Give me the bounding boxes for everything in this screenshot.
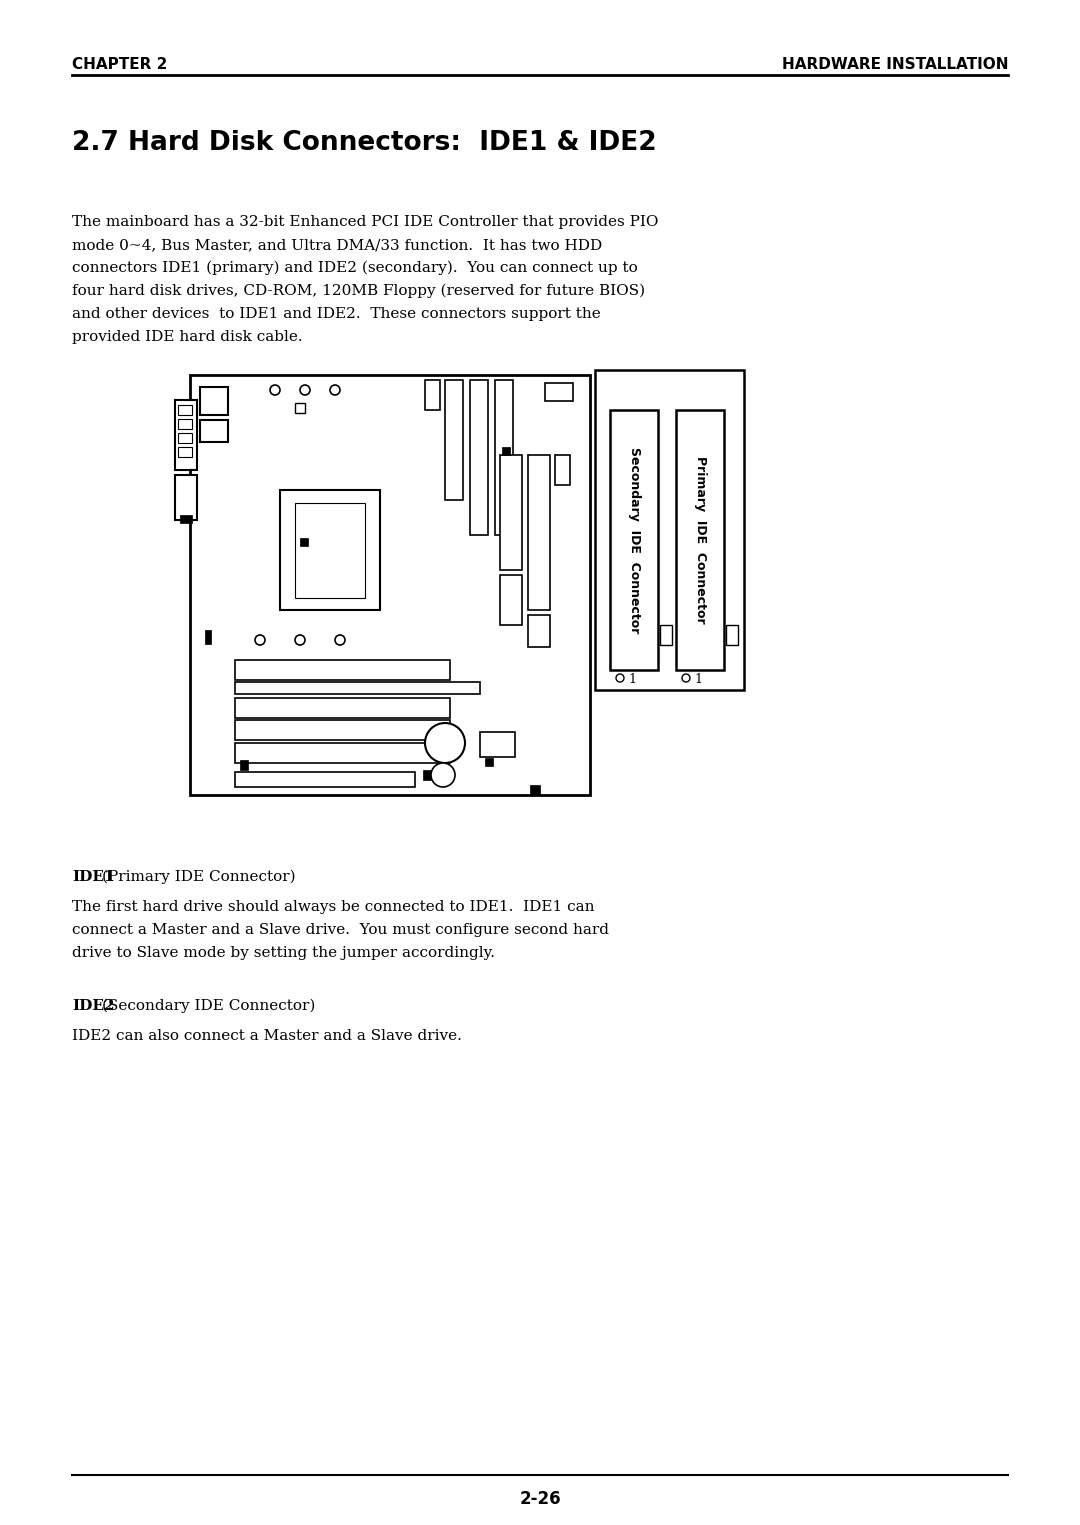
Bar bbox=[190, 375, 590, 795]
Bar bbox=[500, 454, 522, 570]
Bar bbox=[500, 575, 522, 625]
Bar bbox=[545, 383, 573, 401]
Bar bbox=[178, 406, 192, 415]
Text: HARDWARE INSTALLATION: HARDWARE INSTALLATION bbox=[782, 56, 1008, 72]
Bar bbox=[660, 625, 672, 645]
Bar bbox=[435, 770, 447, 779]
Circle shape bbox=[335, 634, 345, 645]
Bar bbox=[240, 759, 248, 770]
Circle shape bbox=[255, 634, 265, 645]
Bar bbox=[180, 515, 192, 523]
Bar bbox=[426, 380, 440, 410]
Text: drive to Slave mode by setting the jumper accordingly.: drive to Slave mode by setting the jumpe… bbox=[72, 946, 495, 961]
Text: CHAPTER 2: CHAPTER 2 bbox=[72, 56, 167, 72]
Text: 2-26: 2-26 bbox=[519, 1490, 561, 1508]
Text: (Secondary IDE Connector): (Secondary IDE Connector) bbox=[102, 999, 315, 1014]
Text: IDE1: IDE1 bbox=[72, 869, 114, 884]
Bar bbox=[178, 419, 192, 429]
Bar bbox=[423, 770, 431, 779]
Bar bbox=[480, 732, 515, 756]
Text: connect a Master and a Slave drive.  You must configure second hard: connect a Master and a Slave drive. You … bbox=[72, 923, 609, 936]
Text: The first hard drive should always be connected to IDE1.  IDE1 can: The first hard drive should always be co… bbox=[72, 900, 594, 913]
Bar bbox=[200, 419, 228, 442]
Circle shape bbox=[330, 384, 340, 395]
Bar bbox=[445, 380, 463, 500]
Text: 1: 1 bbox=[627, 673, 636, 686]
Bar bbox=[178, 447, 192, 458]
Bar bbox=[235, 772, 415, 787]
Circle shape bbox=[300, 384, 310, 395]
Bar bbox=[235, 720, 450, 740]
Bar bbox=[200, 387, 228, 415]
Bar bbox=[235, 660, 450, 680]
Bar bbox=[726, 625, 738, 645]
Bar bbox=[205, 630, 211, 644]
Bar bbox=[175, 400, 197, 470]
Text: mode 0~4, Bus Master, and Ultra DMA/33 function.  It has two HDD: mode 0~4, Bus Master, and Ultra DMA/33 f… bbox=[72, 238, 603, 252]
Bar bbox=[528, 454, 550, 610]
Bar bbox=[235, 743, 450, 762]
Bar bbox=[676, 410, 724, 669]
Circle shape bbox=[426, 723, 465, 762]
Bar bbox=[595, 371, 744, 689]
Text: 1: 1 bbox=[694, 673, 702, 686]
Text: and other devices  to IDE1 and IDE2.  These connectors support the: and other devices to IDE1 and IDE2. Thes… bbox=[72, 307, 600, 320]
Text: provided IDE hard disk cable.: provided IDE hard disk cable. bbox=[72, 329, 302, 345]
Bar bbox=[300, 538, 308, 546]
Text: 2.7 Hard Disk Connectors:  IDE1 & IDE2: 2.7 Hard Disk Connectors: IDE1 & IDE2 bbox=[72, 130, 657, 156]
Text: Secondary  IDE  Connector: Secondary IDE Connector bbox=[627, 447, 640, 633]
Circle shape bbox=[616, 674, 624, 682]
Text: four hard disk drives, CD-ROM, 120MB Floppy (reserved for future BIOS): four hard disk drives, CD-ROM, 120MB Flo… bbox=[72, 284, 645, 299]
Bar bbox=[555, 454, 570, 485]
Bar bbox=[502, 447, 510, 454]
Text: The mainboard has a 32-bit Enhanced PCI IDE Controller that provides PIO: The mainboard has a 32-bit Enhanced PCI … bbox=[72, 215, 659, 229]
Bar bbox=[470, 380, 488, 535]
Text: connectors IDE1 (primary) and IDE2 (secondary).  You can connect up to: connectors IDE1 (primary) and IDE2 (seco… bbox=[72, 261, 638, 276]
Bar bbox=[295, 503, 365, 598]
Circle shape bbox=[270, 384, 280, 395]
Text: (Primary IDE Connector): (Primary IDE Connector) bbox=[102, 869, 296, 884]
Bar bbox=[495, 380, 513, 535]
Bar bbox=[235, 698, 450, 718]
Bar bbox=[175, 474, 197, 520]
Text: IDE2: IDE2 bbox=[72, 999, 114, 1013]
Bar bbox=[528, 615, 550, 647]
Bar bbox=[235, 682, 480, 694]
Bar bbox=[610, 410, 658, 669]
Circle shape bbox=[295, 634, 305, 645]
Bar bbox=[530, 785, 540, 795]
Circle shape bbox=[681, 674, 690, 682]
Bar bbox=[178, 433, 192, 442]
Text: IDE2 can also connect a Master and a Slave drive.: IDE2 can also connect a Master and a Sla… bbox=[72, 1029, 462, 1043]
Bar bbox=[295, 403, 305, 413]
Circle shape bbox=[431, 762, 455, 787]
Bar bbox=[485, 758, 492, 766]
Bar bbox=[280, 490, 380, 610]
Text: Primary  IDE  Connector: Primary IDE Connector bbox=[693, 456, 706, 624]
